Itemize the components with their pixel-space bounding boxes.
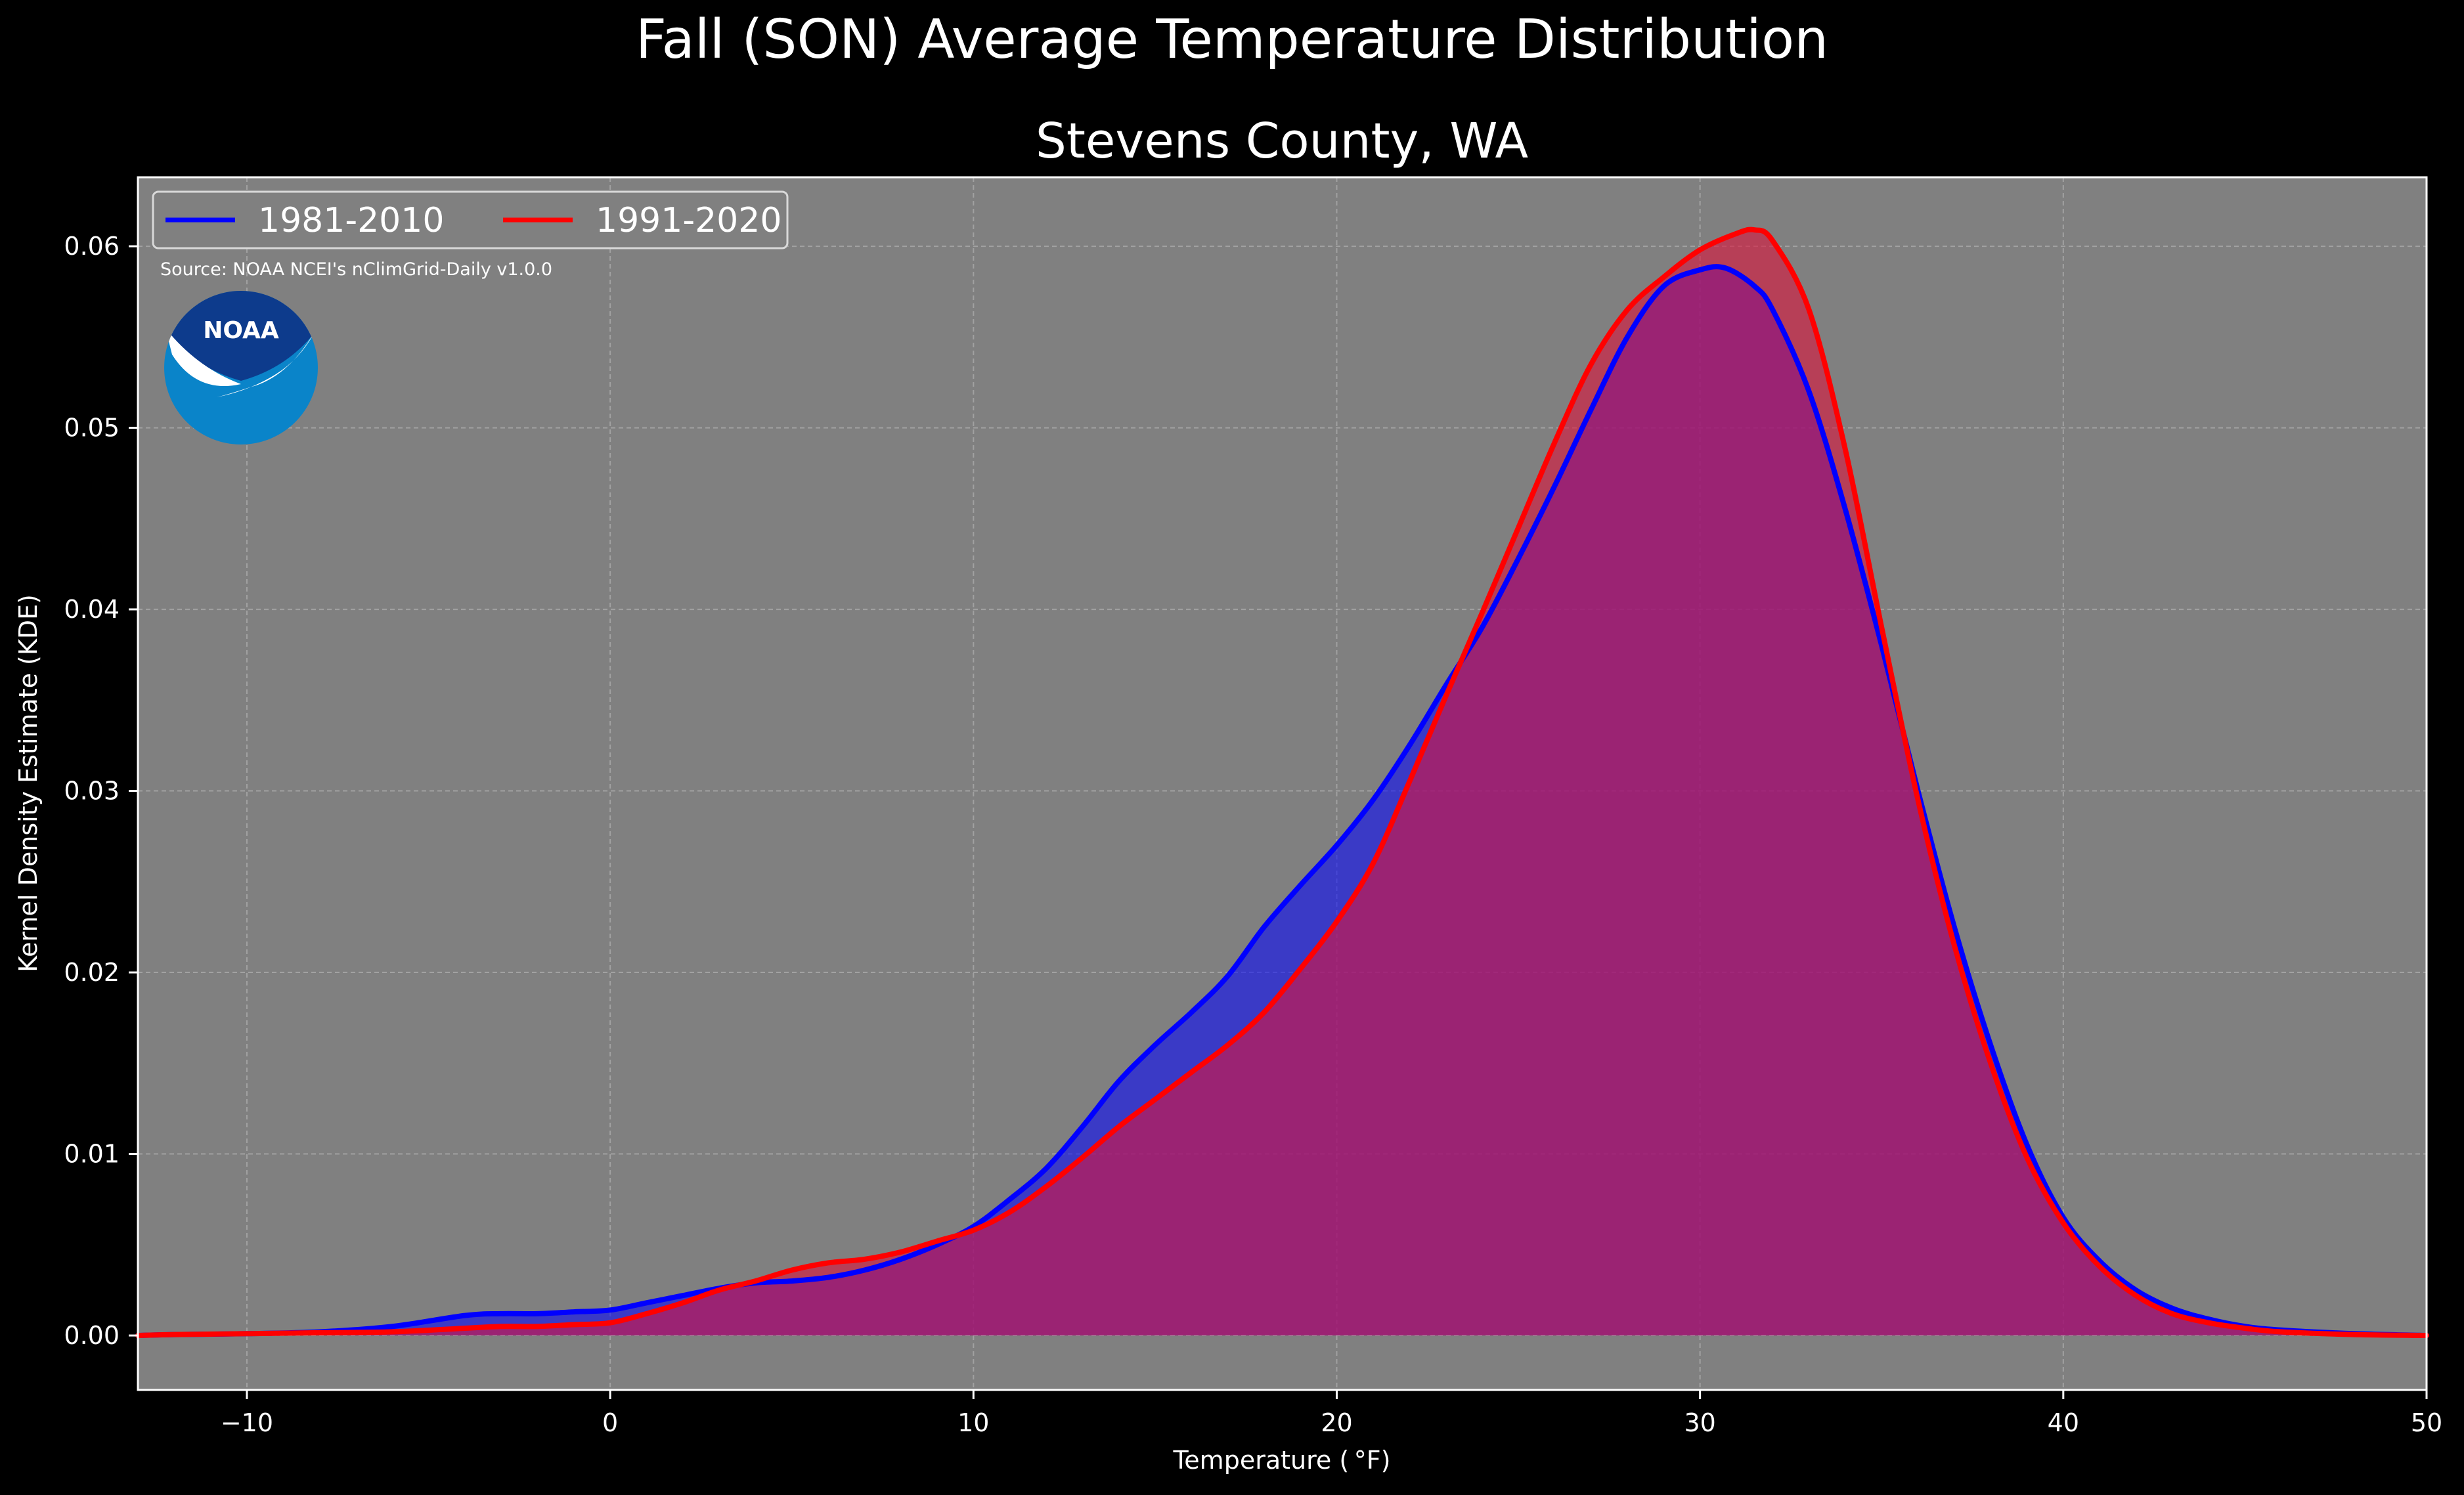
legend: 1981-2010 1991-2020 — [152, 190, 789, 249]
noaa-logo: NOAA — [164, 291, 318, 444]
x-tick-label: 30 — [1684, 1408, 1715, 1437]
series-fill-1991-2020 — [138, 229, 2427, 1336]
y-tick-label: 0.04 — [64, 595, 120, 624]
legend-label-1991-2020: 1991-2020 — [596, 201, 781, 240]
legend-frame — [152, 190, 789, 249]
grid — [138, 177, 2427, 1390]
series-line-1981-2010 — [135, 264, 2429, 1339]
plot-frame — [137, 176, 2428, 1391]
y-tick-label: 0.02 — [64, 958, 120, 987]
noaa-logo-text: NOAA — [203, 317, 279, 344]
x-tick-label: 10 — [957, 1408, 989, 1437]
x-tick-label: −10 — [221, 1408, 273, 1437]
y-tick-label: 0.03 — [64, 777, 120, 806]
x-tick-label: 0 — [602, 1408, 618, 1437]
chart-suptitle: Fall (SON) Average Temperature Distribut… — [636, 9, 1828, 71]
x-tick-label: 50 — [2411, 1408, 2442, 1437]
x-tick-label: 40 — [2048, 1408, 2079, 1437]
source-annotation: Source: NOAA NCEI's nClimGrid-Daily v1.0… — [160, 259, 552, 280]
series-layer — [135, 227, 2429, 1339]
legend-label-1981-2010: 1981-2010 — [258, 201, 444, 240]
series-line-1991-2020 — [135, 227, 2429, 1339]
y-tick-label: 0.06 — [64, 232, 120, 261]
axes: −10 0 10 20 30 40 50 0.00 0.01 0.02 0.03 0.04 0.05 0.… — [64, 232, 2442, 1437]
x-tick-label: 20 — [1321, 1408, 1352, 1437]
y-tick-label: 0.01 — [64, 1140, 120, 1169]
y-axis-label: Kernel Density Estimate (KDE) — [14, 594, 43, 972]
chart-title: Stevens County, WA — [1036, 113, 1529, 169]
y-tick-label: 0.05 — [64, 414, 120, 443]
x-axis-label: Temperature ( °F) — [1173, 1446, 1391, 1475]
y-tick-label: 0.00 — [64, 1321, 120, 1350]
